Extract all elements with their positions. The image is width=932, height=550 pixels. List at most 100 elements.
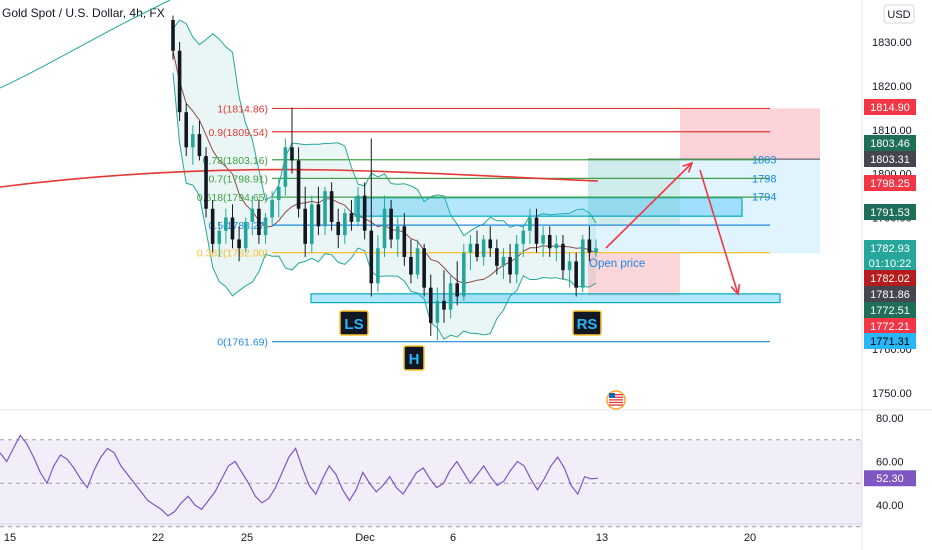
resistance-box (354, 197, 743, 217)
pattern-label-box (572, 310, 602, 336)
candle-body (369, 230, 374, 284)
price-badge-bg (864, 204, 916, 220)
price-badge-text: 1803.46 (870, 138, 910, 150)
event-flag-stripe (609, 404, 623, 406)
price-badge-text: 1772.21 (870, 321, 910, 333)
candle-body (329, 191, 334, 222)
price-badge-text: 1791.53 (870, 207, 910, 219)
candle-body (455, 283, 460, 297)
candle-body (197, 134, 202, 157)
time-tick-label: 25 (241, 532, 253, 544)
currency-button[interactable]: USD (883, 4, 915, 24)
fib-retracement[interactable]: 1(1814.86) 0.9(1809.54) 0.78(1803.16) 0.7(1… (197, 103, 770, 349)
projection-arrows: 1803 1798 1794 Open price LS H RS (339, 155, 776, 410)
time-tick-label: 22 (152, 532, 164, 544)
candle-body (356, 195, 360, 222)
fib-label: 0.5(1788.27) (208, 220, 268, 232)
candle-body (534, 217, 539, 244)
candle-body (521, 230, 526, 244)
candle-body (243, 221, 248, 249)
fib-label: 0(1761.69) (217, 337, 268, 349)
target-zone (588, 159, 820, 254)
candle-body (204, 156, 208, 209)
candle-body (395, 226, 400, 240)
candle-body (501, 256, 506, 266)
candle-body (362, 195, 367, 231)
loss-zone (588, 253, 680, 296)
candle-body (547, 235, 552, 249)
time-tick-label: 6 (450, 532, 456, 544)
candle-body (415, 248, 420, 275)
pattern-label: LS (344, 316, 363, 333)
pattern-label: RS (577, 316, 598, 333)
fib-label: 0.382(1782.00) (197, 248, 268, 260)
candle-body (177, 50, 182, 113)
level-label: 1803 (752, 155, 776, 167)
fib-label: 0.78(1803.16) (203, 155, 268, 167)
price-badge-text: 01:10:22 (869, 258, 912, 270)
candle-body (283, 147, 288, 187)
candle-body (184, 112, 189, 148)
price-tick-label: 1750.00 (872, 388, 912, 400)
candle-body (554, 243, 559, 249)
support-box (310, 293, 781, 304)
candle-body (376, 248, 380, 284)
rsi-tick-label: 60.00 (876, 457, 904, 469)
candle-body (468, 243, 473, 253)
candle-body (343, 213, 347, 236)
price-badge-bg (864, 333, 916, 349)
candle-body (171, 20, 175, 51)
candle-body (514, 243, 519, 275)
symbol-title[interactable]: Gold Spot / U.S. Dollar, 4h, FX (2, 6, 165, 20)
fib-label: 0.9(1809.54) (208, 127, 268, 139)
open-price-label: Open price (589, 258, 645, 270)
bollinger-upper (172, 19, 597, 237)
price-badge-bg (864, 286, 916, 302)
candlestick-series (171, 15, 598, 341)
candle-body (389, 208, 393, 240)
candle-body (276, 186, 281, 200)
candle-body (323, 191, 327, 227)
candle-body (210, 208, 215, 244)
stop-loss-zone (680, 108, 820, 160)
candle-body (488, 239, 493, 249)
projection-arrow (605, 162, 693, 249)
candle-body (541, 235, 545, 244)
rsi-pane[interactable]: 80.00 60.00 40.00 52.30 (0, 413, 916, 528)
bollinger-fill (173, 20, 596, 340)
event-flag-stripe (609, 401, 623, 404)
candle-body (316, 204, 321, 227)
candle-body (587, 239, 592, 253)
price-badge-text: 1772.51 (870, 305, 910, 317)
price-badge-bg (864, 240, 916, 256)
candle-body (428, 287, 433, 323)
projection-arrow (699, 169, 739, 295)
candle-body (336, 221, 341, 236)
candle-body (594, 248, 598, 253)
price-badge-text: 1803.31 (870, 154, 910, 166)
time-axis[interactable]: 15 22 25 Dec 6 13 20 (4, 532, 756, 544)
candle-body (409, 256, 413, 275)
price-tick-label: 1830.00 (872, 37, 912, 49)
event-flag-icon (606, 390, 626, 410)
arrow-head (730, 283, 741, 296)
candle-body (481, 239, 486, 257)
price-badge-bg (864, 302, 916, 318)
candle-body (296, 160, 301, 209)
arrow-head (682, 161, 694, 173)
rsi-tick-label: 40.00 (876, 500, 904, 512)
candle-body (224, 217, 228, 231)
price-badge-text: 1814.90 (870, 102, 910, 114)
event-flag-canton (609, 393, 615, 398)
candle-body (580, 239, 585, 288)
time-tick-label: Dec (355, 532, 375, 544)
candle-body (230, 217, 235, 240)
price-badge-text: 1782.02 (870, 273, 910, 285)
price-badge-bg (864, 318, 916, 334)
candle-body (303, 208, 307, 244)
rsi-line (0, 434, 599, 517)
candle-body (263, 217, 268, 236)
candle-body (435, 300, 440, 323)
rsi-badge-bg (864, 470, 916, 487)
